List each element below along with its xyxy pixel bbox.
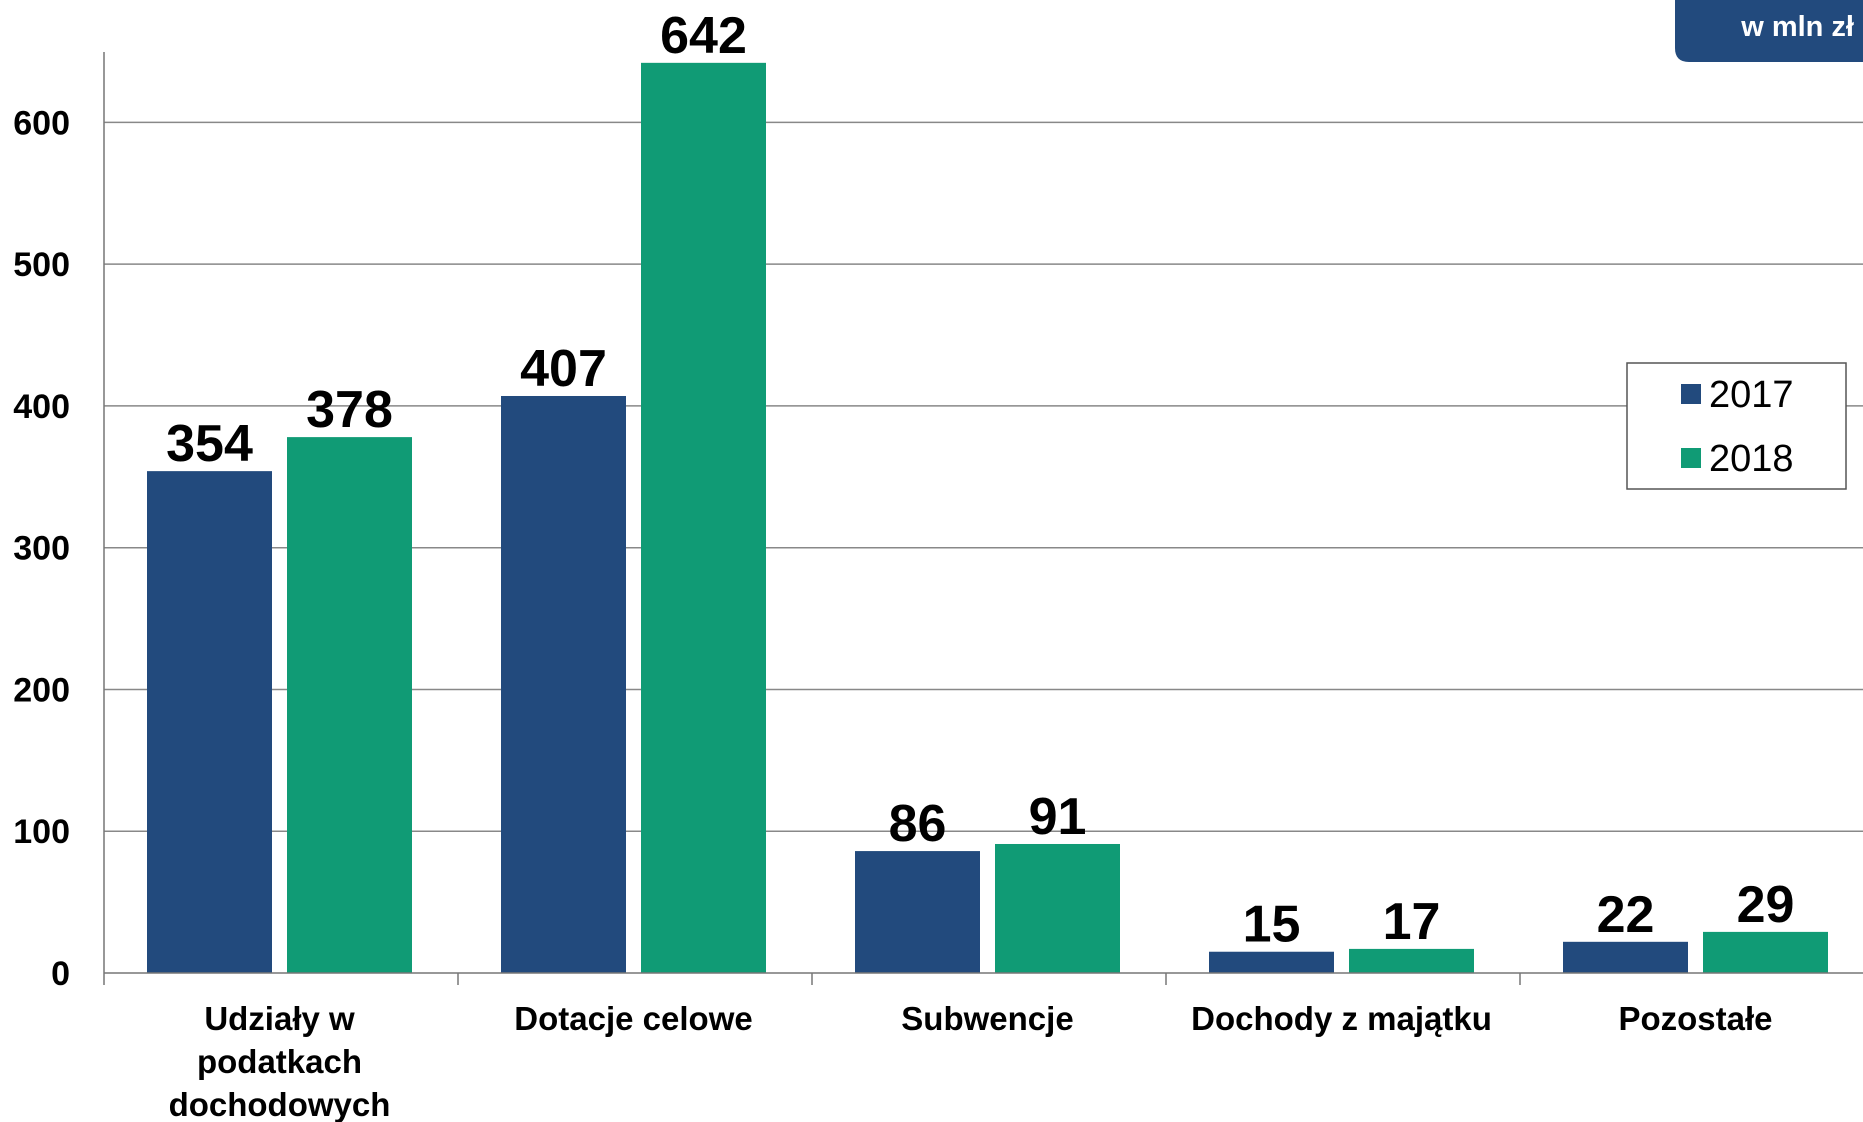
y-tick-label-100: 100: [13, 813, 70, 851]
x-category-label-3-line-0: Dochody z majątku: [1191, 1000, 1492, 1037]
legend-swatch-2018: [1681, 448, 1701, 468]
bar-2017-2: [855, 851, 980, 973]
data-label-2018-4: 29: [1737, 876, 1795, 934]
data-label-2017-0: 354: [166, 415, 253, 473]
x-category-label-4-line-0: Pozostałe: [1618, 1000, 1772, 1037]
y-tick-label-300: 300: [13, 530, 70, 568]
bar-2017-4: [1563, 941, 1688, 973]
bar-2017-0: [147, 471, 272, 973]
x-category-label-2-line-0: Subwencje: [901, 1000, 1073, 1037]
y-tick-label-400: 400: [13, 388, 70, 426]
data-label-2018-1: 642: [660, 7, 747, 65]
unit-badge-text: w mln zł: [1740, 11, 1854, 43]
data-label-2017-1: 407: [520, 340, 607, 398]
axes: 0 100 200 300 400 500 600 Udziały w podatkach doc…: [13, 52, 1863, 1122]
bars: [147, 62, 1828, 974]
bar-2018-1: [641, 62, 766, 973]
bar-2018-2: [995, 843, 1120, 973]
unit-badge: w mln zł: [1675, 0, 1863, 62]
y-tick-label-0: 0: [51, 955, 70, 993]
bar-2018-0: [287, 437, 412, 974]
bar-2018-3: [1349, 948, 1474, 973]
x-category-label-1-line-0: Dotacje celowe: [514, 1000, 752, 1037]
data-label-2018-3: 17: [1383, 893, 1441, 951]
x-category-label-0-line-2: dochodowych: [169, 1086, 391, 1122]
y-tick-label-500: 500: [13, 246, 70, 284]
legend-box: [1626, 362, 1847, 490]
data-labels: 354 378 407 642 86 91 15 17 22 29: [166, 7, 1794, 954]
x-category-label-0-line-0: Udziały w: [204, 1000, 355, 1037]
bar-2017-1: [501, 395, 626, 973]
unit-badge-background: [1675, 0, 1863, 62]
data-label-2017-3: 15: [1243, 896, 1301, 954]
legend-label-2018: 2018: [1709, 438, 1794, 480]
legend-swatch-2017: [1681, 384, 1701, 404]
x-category-label-0-line-1: podatkach: [197, 1043, 362, 1080]
legend-label-2017: 2017: [1709, 374, 1794, 416]
legend: 2017 2018: [1626, 362, 1847, 490]
data-label-2018-2: 91: [1029, 788, 1087, 846]
y-tick-label-600: 600: [13, 104, 70, 142]
bar-2017-3: [1209, 951, 1334, 973]
bar-2018-4: [1703, 931, 1828, 973]
data-label-2017-2: 86: [889, 795, 947, 853]
data-label-2017-4: 22: [1597, 886, 1655, 944]
data-label-2018-0: 378: [306, 381, 393, 439]
y-tick-label-200: 200: [13, 671, 70, 709]
